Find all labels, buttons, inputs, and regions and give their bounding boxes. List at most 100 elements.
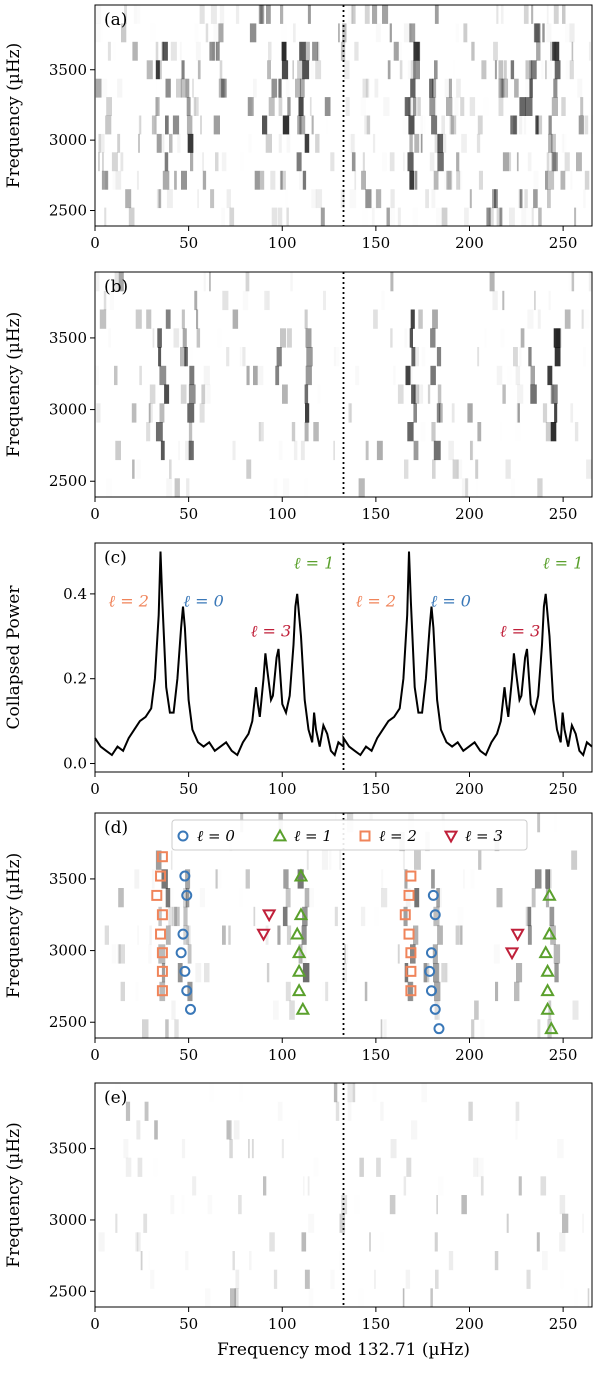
heatmap-cell (519, 134, 523, 153)
heatmap-cell (144, 1101, 149, 1121)
heatmap-cell (403, 23, 410, 43)
heatmap-peak (302, 60, 310, 80)
heatmap-cell (518, 189, 522, 209)
heatmap-cell (441, 207, 448, 227)
heatmap-cell (101, 79, 108, 98)
x-tick-label: 200 (455, 780, 484, 798)
heatmap-cell (570, 171, 572, 190)
y-tick-label: 2500 (49, 1282, 87, 1300)
heatmap-peak (187, 133, 194, 153)
heatmap-cell (383, 1019, 387, 1039)
heatmap-cell (310, 888, 315, 907)
heatmap-cell (268, 189, 271, 208)
heatmap-cell (335, 1101, 340, 1121)
heatmap-peak (433, 440, 441, 461)
heatmap-cell (435, 1269, 439, 1289)
heatmap-cell (567, 60, 573, 79)
mode-marker-l2 (156, 947, 168, 959)
mode-label-l0: ℓ = 0 (431, 592, 471, 611)
heatmap-cell (121, 1288, 126, 1307)
mode-marker-l0 (429, 909, 441, 921)
heatmap-cell (131, 403, 137, 423)
heatmap-cell (155, 41, 159, 61)
heatmap-cell (103, 290, 107, 311)
y-tick-label: 3000 (49, 942, 87, 960)
heatmap-cell (158, 60, 162, 80)
heatmap-peak (156, 422, 163, 442)
heatmap-peak (408, 115, 415, 135)
heatmap-cell (351, 5, 356, 24)
y-tick-label: 3500 (49, 1140, 87, 1158)
heatmap-cell (420, 116, 423, 135)
heatmap-cell (215, 869, 218, 889)
heatmap-cell (230, 1288, 236, 1308)
x-tick-label: 200 (455, 234, 484, 252)
y-axis-label: Frequency (µHz) (4, 312, 24, 457)
heatmap-cell (315, 60, 322, 80)
heatmap-cell (546, 23, 551, 42)
heatmap-cell (148, 403, 151, 423)
heatmap-cell (478, 850, 482, 870)
heatmap-cell (402, 116, 407, 135)
heatmap-cell (483, 97, 489, 116)
x-tick-label: 200 (455, 505, 484, 523)
heatmap-cell (404, 328, 407, 347)
heatmap-cell (297, 60, 303, 80)
heatmap-cell (226, 1120, 232, 1140)
heatmap-cell (447, 5, 452, 24)
heatmap-peak (190, 152, 194, 172)
heatmap-cell (362, 78, 368, 98)
heatmap-peak (183, 906, 188, 927)
heatmap-cell (280, 170, 283, 190)
heatmap-cell (347, 1083, 353, 1103)
heatmap-cell (134, 869, 140, 889)
heatmap-cell (471, 1019, 475, 1039)
heatmap-peak (405, 365, 411, 386)
heatmap-cell (322, 851, 328, 870)
y-axis-label: Frequency (µHz) (4, 1122, 24, 1267)
heatmap-peak (165, 309, 171, 329)
heatmap-cell (308, 422, 312, 441)
heatmap-cell (149, 42, 151, 61)
heatmap-cell (441, 115, 445, 135)
heatmap-peak (160, 440, 165, 461)
heatmap-peak (182, 328, 187, 348)
heatmap-cell (222, 925, 226, 945)
heatmap-cell (235, 5, 240, 24)
heatmap-peak (412, 97, 417, 116)
heatmap-cell (266, 5, 271, 24)
heatmap-cell (114, 272, 119, 292)
heatmap-cell (509, 207, 515, 227)
heatmap-peak (296, 152, 302, 172)
legend-marker-l1 (272, 828, 288, 842)
heatmap-cell (169, 459, 172, 479)
heatmap-cell (96, 272, 100, 292)
heatmap-peak (187, 981, 193, 1002)
heatmap-cell (252, 1120, 254, 1139)
mode-marker-l2 (405, 947, 417, 959)
heatmap-cell (96, 403, 101, 423)
heatmap-cell (578, 1120, 581, 1139)
heatmap-cell (273, 1001, 279, 1020)
heatmap-cell (95, 78, 102, 98)
heatmap-cell (253, 97, 256, 116)
heatmap-cell (138, 133, 140, 153)
heatmap-cell (441, 963, 448, 983)
heatmap-cell (452, 366, 455, 385)
heatmap-cell (515, 1101, 520, 1121)
heatmap-cell (381, 291, 385, 310)
heatmap-cell (200, 888, 205, 907)
heatmap-cell (113, 42, 115, 61)
heatmap-cell (372, 133, 376, 153)
heatmap-peak (280, 328, 287, 348)
x-tick-label: 150 (362, 234, 391, 252)
heatmap-cell (423, 116, 425, 135)
y-tick-label: 0.2 (63, 670, 87, 688)
heatmap-cell (330, 152, 335, 172)
heatmap-peak (187, 115, 193, 135)
heatmap-cell (174, 170, 177, 190)
heatmap-cell (350, 189, 357, 208)
heatmap-cell (98, 152, 100, 172)
heatmap-peak (437, 152, 444, 172)
heatmap-cell (501, 328, 505, 347)
